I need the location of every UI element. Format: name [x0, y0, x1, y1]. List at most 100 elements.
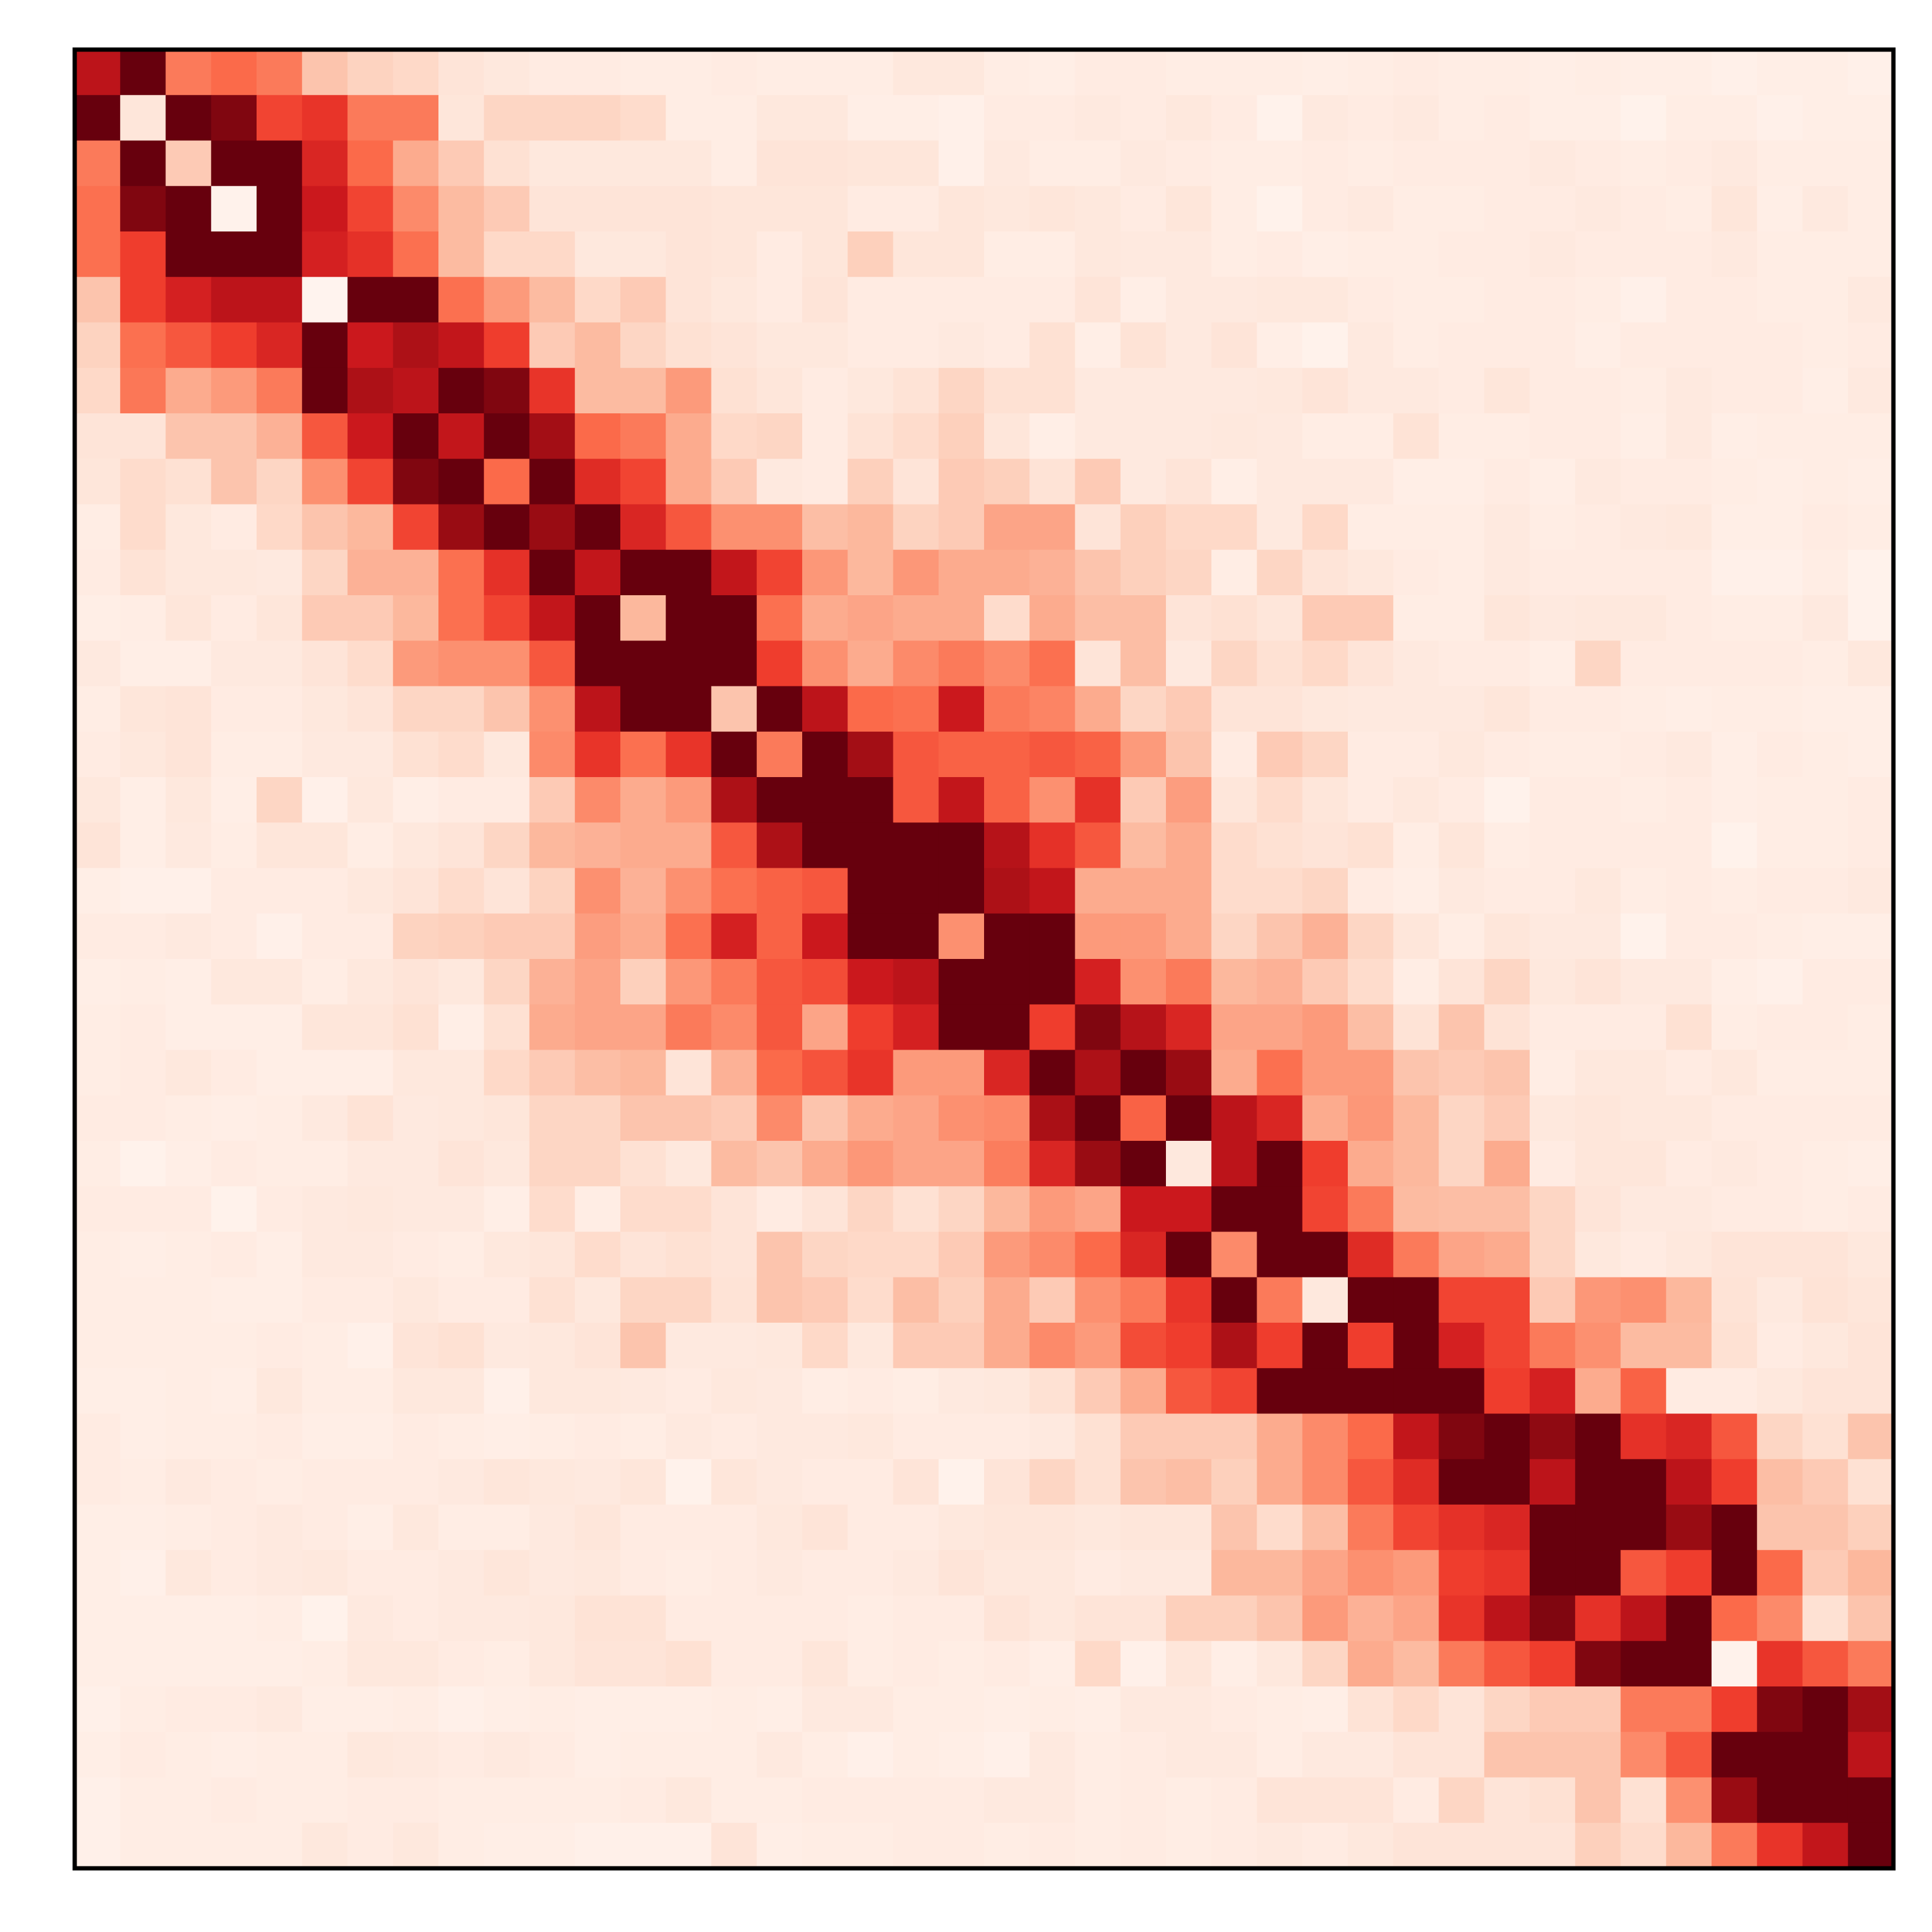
heatmap-cell-r10-c21: [1029, 504, 1076, 551]
heatmap-cell-r3-c5: [302, 186, 348, 232]
heatmap-cell-r34-c38: [1802, 1595, 1849, 1642]
heatmap-cell-r4-c30: [1438, 231, 1485, 277]
heatmap-cell-r39-c24: [1166, 1822, 1212, 1869]
heatmap-cell-r23-c16: [802, 1095, 848, 1141]
heatmap-cell-r8-c26: [1257, 413, 1303, 459]
heatmap-cell-r30-c29: [1393, 1413, 1440, 1460]
heatmap-cell-r8-c13: [666, 413, 712, 459]
heatmap-cell-r2-c26: [1257, 140, 1303, 187]
heatmap-cell-r17-c32: [1530, 822, 1576, 869]
heatmap-cell-r32-c18: [893, 1505, 939, 1550]
heatmap-cell-r19-c5: [302, 913, 348, 960]
heatmap-cell-r9-c2: [165, 459, 212, 505]
heatmap-cell-r7-c1: [120, 367, 167, 414]
heatmap-cell-r29-c8: [438, 1368, 484, 1415]
heatmap-cell-r6-c10: [529, 322, 576, 369]
heatmap-cell-r3-c3: [211, 186, 257, 232]
heatmap-cell-r29-c13: [666, 1368, 712, 1415]
heatmap-cell-r9-c30: [1438, 459, 1485, 505]
heatmap-cell-r20-c16: [802, 959, 848, 1005]
heatmap-cell-r13-c2: [165, 641, 212, 687]
heatmap-cell-r5-c12: [620, 277, 666, 323]
heatmap-cell-r10-c28: [1348, 504, 1394, 551]
heatmap-cell-r36-c17: [848, 1686, 894, 1732]
heatmap-cell-r14-c33: [1575, 686, 1622, 732]
heatmap-cell-r27-c33: [1575, 1277, 1622, 1323]
heatmap-cell-r30-c33: [1575, 1413, 1622, 1460]
heatmap-cell-r22-c16: [802, 1050, 848, 1096]
heatmap-cell-r15-c27: [1302, 731, 1348, 778]
heatmap-cell-r38-c20: [984, 1777, 1030, 1824]
heatmap-cell-r16-c25: [1211, 777, 1258, 823]
heatmap-cell-r17-c17: [848, 822, 894, 869]
heatmap-cell-r24-c1: [120, 1141, 167, 1187]
heatmap-cell-r23-c9: [484, 1095, 530, 1141]
heatmap-cell-r8-c16: [802, 413, 848, 459]
heatmap-cell-r4-c3: [211, 231, 257, 277]
heatmap-cell-r34-c31: [1484, 1595, 1530, 1642]
heatmap-cell-r33-c27: [1302, 1550, 1348, 1596]
heatmap-cell-r28-c24: [1166, 1323, 1212, 1369]
heatmap-cell-r26-c37: [1757, 1231, 1803, 1278]
heatmap-cell-r9-c20: [984, 459, 1030, 505]
heatmap-cell-r27-c38: [1802, 1277, 1849, 1323]
heatmap-cell-r9-c25: [1211, 459, 1258, 505]
heatmap-cell-r20-c24: [1166, 959, 1212, 1005]
heatmap-cell-r22-c23: [1120, 1050, 1167, 1096]
heatmap-cell-r19-c19: [938, 913, 985, 960]
heatmap-cell-r7-c26: [1257, 367, 1303, 414]
heatmap-cell-r18-c18: [893, 868, 939, 914]
heatmap-cell-r29-c30: [1438, 1368, 1485, 1415]
heatmap-cell-r33-c4: [257, 1550, 303, 1596]
heatmap-cell-r27-c30: [1438, 1277, 1485, 1323]
heatmap-cell-r31-c38: [1802, 1459, 1849, 1505]
heatmap-cell-r5-c35: [1666, 277, 1712, 323]
heatmap-cell-r6-c30: [1438, 322, 1485, 369]
heatmap-cell-r11-c5: [302, 549, 348, 596]
heatmap-cell-r15-c32: [1530, 731, 1576, 778]
heatmap-cell-r13-c26: [1257, 641, 1303, 687]
heatmap-cell-r1-c32: [1530, 95, 1576, 141]
heatmap-cell-r32-c31: [1484, 1505, 1530, 1550]
heatmap-cell-r29-c17: [848, 1368, 894, 1415]
heatmap-cell-r3-c8: [438, 186, 484, 232]
heatmap-cell-r28-c11: [574, 1323, 621, 1369]
heatmap-cell-r10-c8: [438, 504, 484, 551]
heatmap-cell-r23-c37: [1757, 1095, 1803, 1141]
heatmap-cell-r16-c11: [574, 777, 621, 823]
heatmap-cell-r20-c2: [165, 959, 212, 1005]
heatmap-cell-r37-c10: [529, 1732, 576, 1778]
heatmap-cell-r38-c21: [1029, 1777, 1076, 1824]
heatmap-cell-r39-c10: [529, 1822, 576, 1869]
heatmap-cell-r29-c16: [802, 1368, 848, 1415]
heatmap-cell-r38-c18: [893, 1777, 939, 1824]
heatmap-cell-r13-c9: [484, 641, 530, 687]
heatmap-cell-r13-c5: [302, 641, 348, 687]
heatmap-cell-r24-c2: [165, 1141, 212, 1187]
heatmap-cell-r13-c13: [666, 641, 712, 687]
heatmap-cell-r4-c37: [1757, 231, 1803, 277]
heatmap-cell-r35-c28: [1348, 1641, 1394, 1687]
heatmap-cell-r30-c1: [120, 1413, 167, 1460]
heatmap-cell-r3-c25: [1211, 186, 1258, 232]
heatmap-cell-r13-c28: [1348, 641, 1394, 687]
heatmap-cell-r28-c27: [1302, 1323, 1348, 1369]
heatmap-cell-r4-c8: [438, 231, 484, 277]
heatmap-cell-r25-c24: [1166, 1186, 1212, 1233]
heatmap-cell-r1-c31: [1484, 95, 1530, 141]
heatmap-cell-r33-c29: [1393, 1550, 1440, 1596]
heatmap-cell-r34-c18: [893, 1595, 939, 1642]
heatmap-cell-r35-c0: [75, 1641, 121, 1687]
heatmap-cell-r36-c27: [1302, 1686, 1348, 1732]
heatmap-cell-r12-c37: [1757, 595, 1803, 641]
heatmap-cell-r6-c13: [666, 322, 712, 369]
heatmap-cell-r22-c5: [302, 1050, 348, 1096]
heatmap-cell-r14-c20: [984, 686, 1030, 732]
heatmap-cell-r16-c30: [1438, 777, 1485, 823]
heatmap-cell-r27-c24: [1166, 1277, 1212, 1323]
heatmap-cell-r5-c13: [666, 277, 712, 323]
heatmap-cell-r14-c36: [1712, 686, 1757, 732]
heatmap-cell-r38-c0: [75, 1777, 121, 1824]
heatmap-cell-r38-c10: [529, 1777, 576, 1824]
heatmap-cell-r3-c6: [347, 186, 394, 232]
